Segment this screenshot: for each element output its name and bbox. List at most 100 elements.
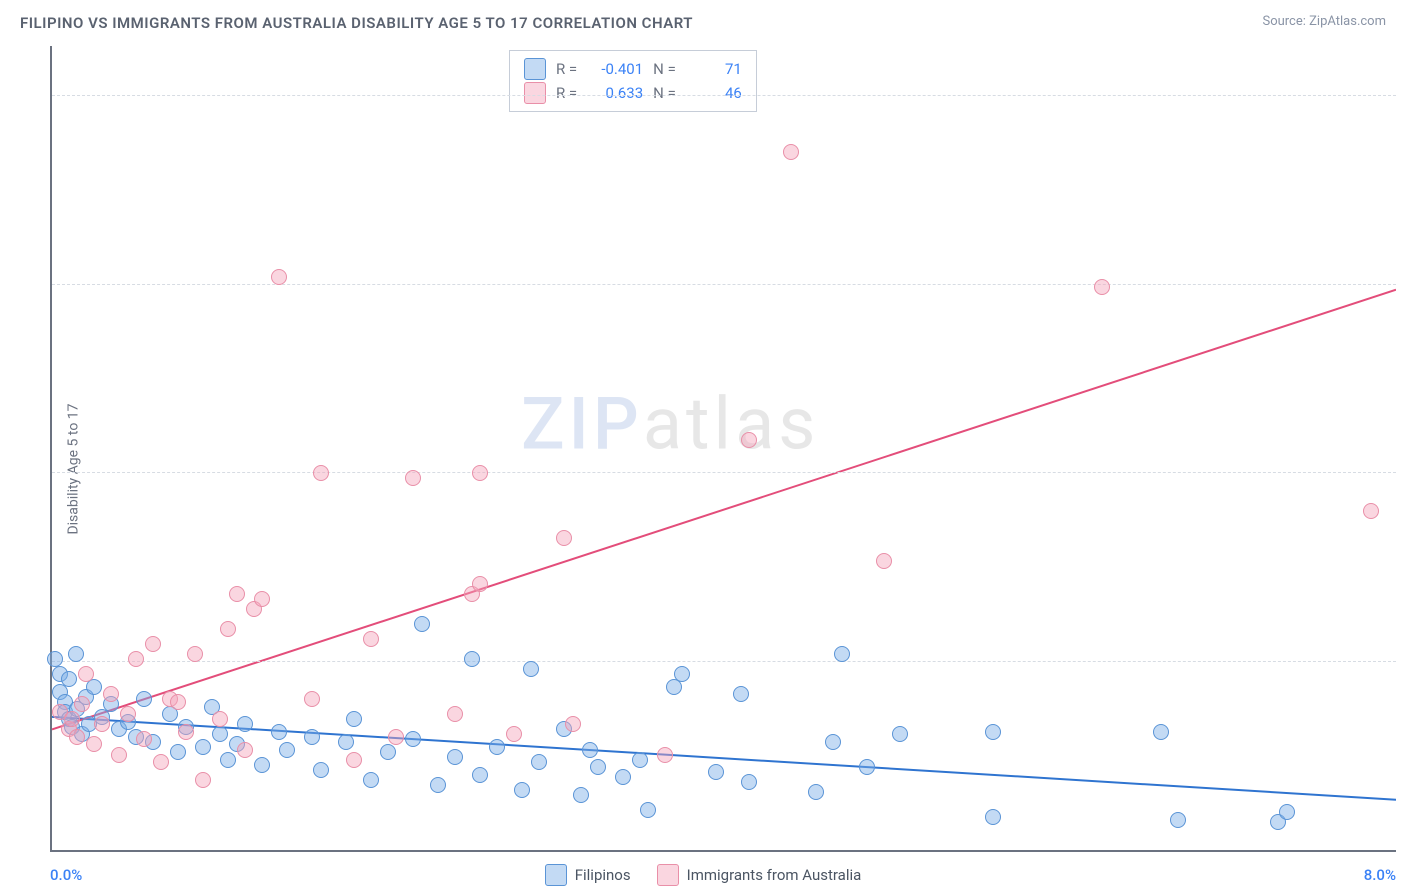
data-point-filipinos [346,711,362,727]
data-point-australia [237,742,253,758]
data-point-australia [565,716,581,732]
chart-title: FILIPINO VS IMMIGRANTS FROM AUSTRALIA DI… [20,14,693,32]
data-point-filipinos [195,739,211,755]
data-point-australia [657,747,673,763]
data-point-filipinos [1279,804,1295,820]
swatch-filipinos [545,864,567,886]
trend-lines-svg [52,46,1396,850]
data-point-filipinos [447,749,463,765]
grid-line [52,472,1396,473]
watermark-atlas: atlas [643,381,820,466]
data-point-filipinos [825,734,841,750]
watermark: ZIPatlas [521,381,819,466]
data-point-australia [78,666,94,682]
data-point-filipinos [489,739,505,755]
data-point-australia [271,269,287,285]
data-point-australia [74,696,90,712]
swatch-australia [657,864,679,886]
data-point-australia [220,621,236,637]
data-point-filipinos [363,772,379,788]
data-point-australia [120,706,136,722]
data-point-filipinos [741,774,757,790]
data-point-australia [388,729,404,745]
data-point-filipinos [708,764,724,780]
data-point-australia [741,432,757,448]
data-point-australia [212,711,228,727]
grid-line [52,284,1396,285]
data-point-australia [363,631,379,647]
data-point-filipinos [590,759,606,775]
grid-line [52,95,1396,96]
data-point-filipinos [573,787,589,803]
data-point-australia [304,691,320,707]
data-point-australia [313,465,329,481]
data-point-filipinos [464,651,480,667]
data-point-australia [556,530,572,546]
watermark-zip: ZIP [521,381,643,466]
stats-row-australia: R = 0.633 N = 46 [524,81,742,105]
data-point-filipinos [859,759,875,775]
swatch-australia [524,82,546,104]
data-point-filipinos [61,671,77,687]
data-point-filipinos [254,757,270,773]
data-point-australia [136,731,152,747]
data-point-australia [229,586,245,602]
swatch-filipinos [524,58,546,80]
data-point-filipinos [212,726,228,742]
stats-row-filipinos: R = -0.401 N = 71 [524,57,742,81]
data-point-filipinos [985,809,1001,825]
data-point-australia [153,754,169,770]
data-point-filipinos [615,769,631,785]
data-point-australia [64,711,80,727]
data-point-australia [1094,279,1110,295]
scatter-plot-area: ZIPatlas R = -0.401 N = 71 R = 0.633 N =… [50,46,1396,852]
trend-line-filipinos [52,717,1396,800]
data-point-filipinos [68,646,84,662]
data-point-filipinos [582,742,598,758]
stats-r-value-1: 0.633 [587,81,643,105]
data-point-australia [178,724,194,740]
stats-r-label: R = [556,57,577,81]
data-point-australia [506,726,522,742]
data-point-filipinos [430,777,446,793]
data-point-australia [170,694,186,710]
data-point-australia [145,636,161,652]
data-point-filipinos [892,726,908,742]
data-point-filipinos [632,752,648,768]
data-point-australia [876,553,892,569]
stats-r-value-0: -0.401 [587,57,643,81]
data-point-filipinos [531,754,547,770]
data-point-australia [346,752,362,768]
data-point-filipinos [640,802,656,818]
data-point-australia [103,686,119,702]
data-point-filipinos [136,691,152,707]
data-point-filipinos [1153,724,1169,740]
data-point-filipinos [380,744,396,760]
data-point-australia [447,706,463,722]
data-point-filipinos [271,724,287,740]
data-point-filipinos [220,752,236,768]
legend-item-australia: Immigrants from Australia [657,864,862,886]
stats-legend: R = -0.401 N = 71 R = 0.633 N = 46 [509,50,757,112]
data-point-australia [86,736,102,752]
source-label: Source: ZipAtlas.com [1262,14,1386,29]
data-point-filipinos [808,784,824,800]
data-point-filipinos [338,734,354,750]
data-point-australia [69,729,85,745]
data-point-filipinos [313,762,329,778]
legend-item-filipinos: Filipinos [545,864,631,886]
data-point-filipinos [47,651,63,667]
data-point-australia [195,772,211,788]
data-point-australia [472,576,488,592]
stats-n-value-0: 71 [686,57,742,81]
data-point-australia [405,470,421,486]
data-point-filipinos [170,744,186,760]
data-point-australia [111,747,127,763]
stats-r-label: R = [556,81,577,105]
data-point-filipinos [674,666,690,682]
data-point-australia [94,716,110,732]
data-point-filipinos [304,729,320,745]
data-point-filipinos [237,716,253,732]
data-point-filipinos [472,767,488,783]
data-point-australia [128,651,144,667]
